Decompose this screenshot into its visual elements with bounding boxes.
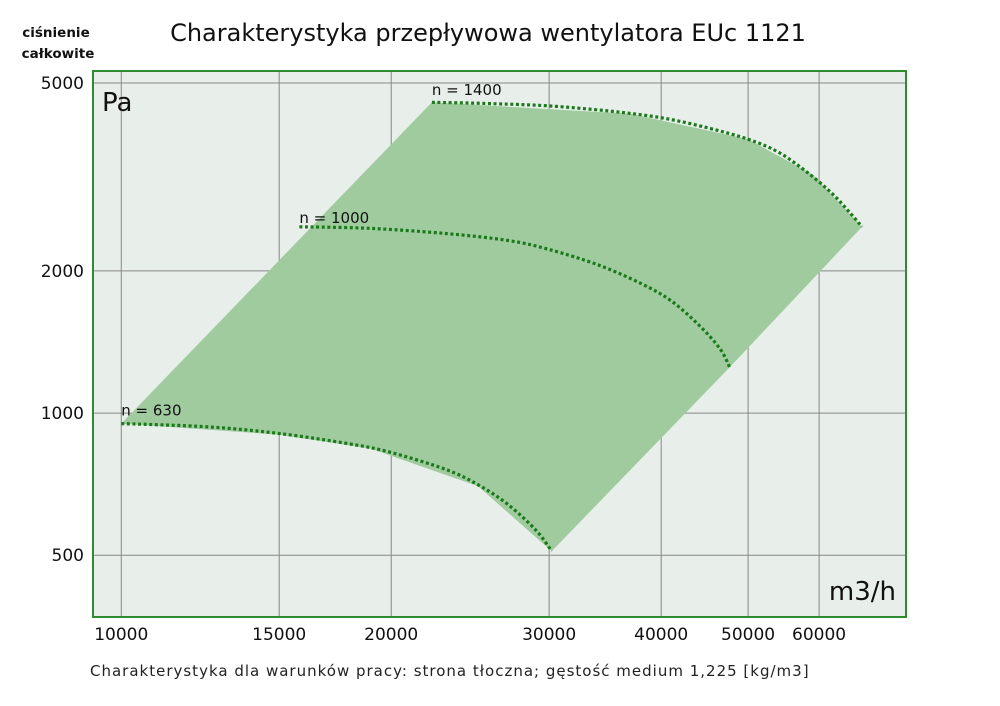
y-tick-label: 1000 (41, 404, 84, 424)
y-tick-label: 500 (52, 546, 84, 566)
x-tick-label: 10000 (94, 625, 148, 645)
x-tick-label: 30000 (522, 625, 576, 645)
x-tick-label: 15000 (252, 625, 306, 645)
plot-frame (92, 70, 907, 618)
x-tick-label: 40000 (634, 625, 688, 645)
curve-n-1400 (431, 100, 864, 228)
speed-curves: n = 630 n = 1000 n = 1400 (121, 81, 864, 553)
y-tick-label: 2000 (41, 262, 84, 282)
axis-ticks: 10000 15000 20000 30000 40000 50000 60000 500 10… (41, 74, 846, 645)
x-tick-label: 50000 (721, 625, 775, 645)
x-tick-label: 60000 (792, 625, 846, 645)
curve-n-630 (121, 422, 553, 553)
y-axis-label-line2: całkowite (22, 46, 95, 62)
y-tick-label: 5000 (41, 74, 84, 94)
curve-label-n-1400: n = 1400 (432, 81, 502, 99)
chart-footnote: Charakterystyka dla warunków pracy: stro… (90, 662, 810, 680)
curve-label-n-1000: n = 1000 (299, 209, 369, 227)
x-tick-label: 20000 (364, 625, 418, 645)
y-unit-label: Pa (102, 88, 132, 118)
curve-label-n-630: n = 630 (121, 401, 181, 419)
x-unit-label: m3/h (829, 577, 896, 607)
chart-title: Charakterystyka przepływowa wentylatora … (170, 19, 806, 47)
operating-range-area (121, 102, 863, 552)
curve-n-1000 (299, 225, 732, 369)
y-axis-label-line1: ciśnienie (22, 25, 89, 41)
plot-area: n = 630 n = 1000 n = 1400 (92, 70, 907, 618)
